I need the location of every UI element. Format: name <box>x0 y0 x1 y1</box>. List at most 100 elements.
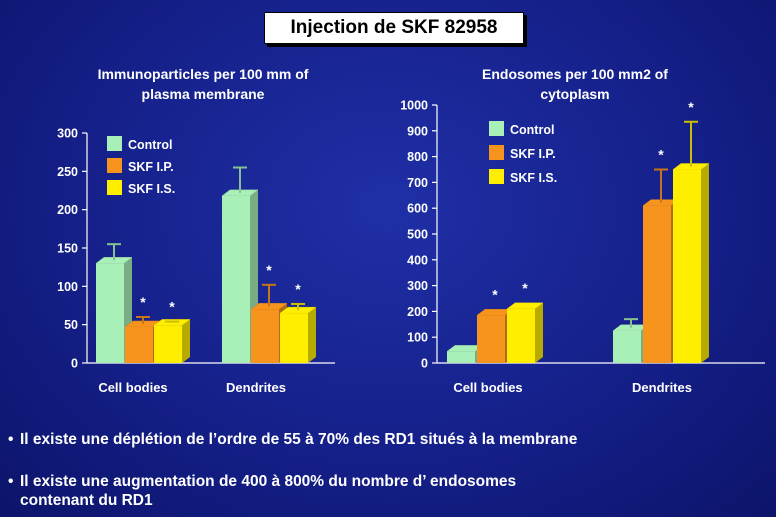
bar-skf-i-p--dendrites <box>642 199 680 363</box>
y-tick-label: 1000 <box>400 99 428 113</box>
bar-side <box>124 257 132 363</box>
bar-front <box>673 169 701 363</box>
significance-star: * <box>169 299 175 315</box>
legend-swatch <box>489 145 504 160</box>
x-category-label: Cell bodies <box>98 380 167 395</box>
bar-front <box>280 313 308 363</box>
x-category-label: Dendrites <box>226 380 286 395</box>
bar-skf-i-p--cell-bodies <box>124 320 162 363</box>
significance-star: * <box>688 99 694 115</box>
legend-swatch <box>489 121 504 136</box>
bar-front <box>613 330 641 363</box>
bar-front <box>477 315 505 363</box>
bullet-text: Il existe une déplétion de l’ordre de 55… <box>20 431 578 448</box>
legend-label: Control <box>510 123 554 137</box>
bar-side <box>641 324 649 363</box>
y-tick-label: 0 <box>71 357 78 371</box>
bar-side <box>505 309 513 363</box>
bar-side <box>475 345 483 363</box>
bar-side <box>153 320 161 363</box>
significance-star: * <box>266 262 272 278</box>
bar-top <box>642 199 680 206</box>
bar-control-cell-bodies <box>95 257 133 363</box>
slide-title: Injection de SKF 82958 <box>264 12 524 44</box>
y-tick-label: 400 <box>407 253 428 267</box>
y-tick-label: 900 <box>407 124 428 138</box>
y-tick-label: 300 <box>57 127 78 141</box>
bar-top <box>446 345 484 352</box>
y-tick-label: 300 <box>407 279 428 293</box>
chart-title-line: plasma membrane <box>142 86 265 102</box>
legend-label: SKF I.S. <box>510 171 557 185</box>
y-tick-label: 150 <box>57 242 78 256</box>
bar-front <box>251 309 279 363</box>
chart-title-line: cytoplasm <box>540 86 609 102</box>
y-tick-label: 0 <box>421 357 428 371</box>
bar-top <box>153 319 191 326</box>
bullet-dot: • <box>8 473 14 490</box>
y-tick-label: 700 <box>407 176 428 190</box>
y-tick-label: 500 <box>407 228 428 242</box>
x-category-label: Dendrites <box>632 380 692 395</box>
bar-top <box>506 302 544 310</box>
legend-label: Control <box>128 138 172 152</box>
bar-control-dendrites <box>612 324 650 363</box>
bar-front <box>222 195 250 363</box>
bar-top <box>250 303 288 310</box>
legend-label: SKF I.P. <box>128 160 174 174</box>
bullet-dot: • <box>8 431 14 448</box>
y-tick-label: 200 <box>57 203 78 217</box>
bar-top <box>279 306 317 314</box>
legend-swatch <box>107 136 122 151</box>
x-category-label: Cell bodies <box>453 380 522 395</box>
bullet-text-continued: contenant du RD1 <box>20 492 153 509</box>
chart-title-line: Immunoparticles per 100 mm of <box>98 66 309 82</box>
y-tick-label: 200 <box>407 305 428 319</box>
bar-skf-i-s--dendrites <box>279 306 317 363</box>
bar-side <box>671 199 679 363</box>
bar-top <box>221 189 259 197</box>
significance-star: * <box>658 147 664 163</box>
y-tick-label: 100 <box>57 280 78 294</box>
significance-star: * <box>492 286 498 302</box>
bar-side <box>701 163 709 363</box>
bar-control-dendrites <box>221 189 259 363</box>
y-tick-label: 600 <box>407 202 428 216</box>
bullet-text: Il existe une augmentation de 400 à 800%… <box>20 473 517 490</box>
significance-star: * <box>522 280 528 296</box>
legend-swatch <box>489 169 504 184</box>
y-tick-label: 250 <box>57 165 78 179</box>
bar-front <box>643 205 671 363</box>
significance-star: * <box>295 281 301 297</box>
bullet-depletion: • Il existe une déplétion de l’ordre de 5… <box>8 430 577 449</box>
bar-front <box>507 308 535 363</box>
bar-side <box>535 302 543 363</box>
bar-control-cell-bodies <box>446 345 484 363</box>
chart-title-line: Endosomes per 100 mm2 of <box>482 66 668 82</box>
bar-side <box>182 319 190 363</box>
bar-skf-i-p--cell-bodies <box>476 309 514 363</box>
bar-skf-i-s--dendrites <box>672 163 710 363</box>
bar-skf-i-s--cell-bodies <box>506 302 544 363</box>
legend-label: SKF I.S. <box>128 182 175 196</box>
bullet-augmentation: • Il existe une augmentation de 400 à 800… <box>8 472 516 510</box>
bar-side <box>279 303 287 363</box>
legend-swatch <box>107 158 122 173</box>
bar-top <box>476 309 514 316</box>
y-tick-label: 50 <box>64 318 78 332</box>
bar-top <box>612 324 650 331</box>
legend-swatch <box>107 180 122 195</box>
bar-skf-i-s--cell-bodies <box>153 319 191 363</box>
bar-side <box>308 307 316 363</box>
bar-front <box>96 263 124 363</box>
bar-front <box>447 351 475 363</box>
y-tick-label: 100 <box>407 331 428 345</box>
bar-top <box>672 163 710 170</box>
bar-top <box>124 320 162 328</box>
bar-side <box>250 189 258 363</box>
bar-top <box>95 257 133 264</box>
y-tick-label: 800 <box>407 150 428 164</box>
legend-label: SKF I.P. <box>510 147 556 161</box>
significance-star: * <box>140 294 146 310</box>
bar-front <box>154 325 182 363</box>
